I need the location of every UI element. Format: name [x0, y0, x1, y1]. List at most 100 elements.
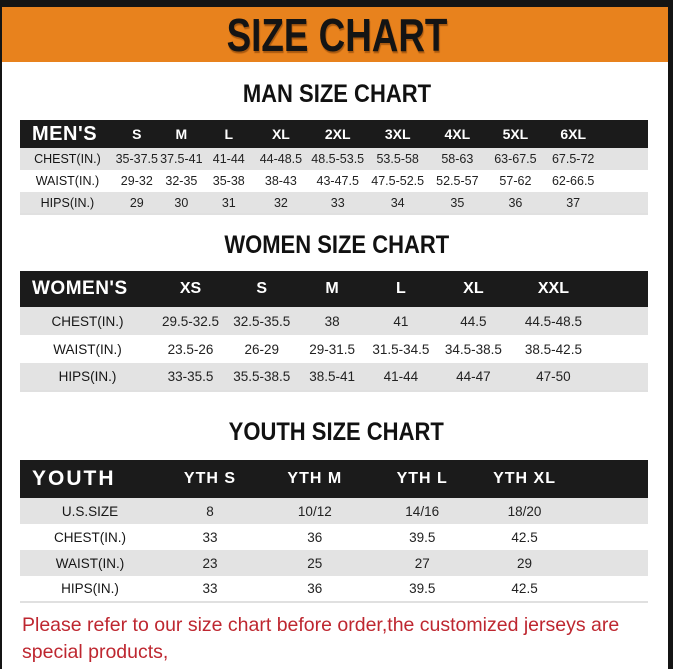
size-col-header: M [297, 271, 367, 307]
men-header-row: MEN'S S M L XL 2XL 3XL 4XL 5XL 6XL [20, 120, 648, 148]
women-corner-label: WOMEN'S [20, 271, 156, 307]
row-label: HIPS(IN.) [40, 195, 95, 210]
size-value-cell: 44.5-48.5 [524, 313, 582, 329]
size-col-header: XL [435, 271, 512, 307]
men-size-table: MEN'S S M L XL 2XL 3XL 4XL 5XL 6XL CHEST… [20, 120, 648, 215]
size-value-cell: 41-44 [383, 369, 419, 384]
size-value-cell: 42.5 [511, 529, 538, 545]
size-value-cell: 44-48.5 [259, 152, 303, 166]
men-corner-label: MEN'S [20, 120, 115, 148]
size-value-cell: 62-66.5 [551, 174, 595, 188]
size-col-header: L [366, 271, 436, 307]
spacer-cell [595, 335, 648, 363]
size-col-header: YTH L [369, 460, 475, 498]
spacer-cell [574, 460, 648, 498]
women-header-row: WOMEN'S XS S M L XL XXL [20, 271, 648, 307]
size-value-cell: 44-47 [456, 369, 491, 384]
size-col-header: XL [253, 120, 309, 148]
size-value-cell: 34.5-38.5 [444, 341, 502, 357]
spacer-cell [574, 576, 648, 602]
size-value-cell: 14/16 [405, 503, 440, 519]
size-value-cell: 32.5-35.5 [233, 313, 291, 329]
row-label: CHEST(IN.) [54, 529, 127, 545]
men-hips-row: HIPS(IN.) 29 30 31 32 33 34 35 36 37 [20, 192, 648, 214]
size-value-cell: 29-31.5 [309, 341, 355, 357]
women-section-heading: WOMEN SIZE CHART [224, 231, 449, 259]
row-label: WAIST(IN.) [35, 174, 100, 188]
size-col-header: XXL [511, 271, 596, 307]
size-value-cell: 35-37.5 [115, 152, 158, 166]
spacer-cell [574, 498, 648, 524]
size-col-header: XS [155, 271, 226, 307]
page-title: SIZE CHART [226, 8, 447, 61]
women-waist-row: WAIST(IN.) 23.5-26 26-29 29-31.5 31.5-34… [20, 335, 648, 363]
size-value-cell: 41 [393, 313, 409, 329]
size-value-cell: 36 [508, 195, 523, 210]
size-value-cell: 48.5-53.5 [311, 152, 365, 166]
size-value-cell: 26-29 [244, 341, 280, 357]
youth-corner-label: YOUTH [20, 460, 161, 498]
row-label: HIPS(IN.) [58, 369, 117, 384]
youth-size-table: YOUTH YTH S YTH M YTH L YTH XL U.S.SIZE … [20, 460, 648, 603]
men-waist-row: WAIST(IN.) 29-32 32-35 35-38 38-43 43-47… [20, 170, 648, 192]
footer-disclaimer: Please refer to our size chart before or… [22, 612, 673, 669]
size-value-cell: 33 [330, 195, 345, 210]
size-value-cell: 23.5-26 [167, 341, 214, 357]
size-value-cell: 29 [517, 555, 533, 571]
spacer-cell [602, 120, 648, 148]
size-value-cell: 35.5-38.5 [233, 369, 291, 384]
spacer-cell [602, 170, 648, 192]
size-col-header: L [203, 120, 254, 148]
left-border [0, 0, 2, 669]
youth-ussize-row: U.S.SIZE 8 10/12 14/16 18/20 [20, 498, 648, 524]
right-border [668, 0, 673, 669]
size-value-cell: 67.5-72 [551, 152, 595, 166]
spacer-cell [602, 148, 648, 170]
women-hips-row: HIPS(IN.) 33-35.5 35.5-38.5 38.5-41 41-4… [20, 363, 648, 391]
youth-waist-row: WAIST(IN.) 23 25 27 29 [20, 550, 648, 576]
size-col-header: S [114, 120, 159, 148]
women-chest-row: CHEST(IN.) 29.5-32.5 32.5-35.5 38 41 44.… [20, 307, 648, 335]
youth-chest-row: CHEST(IN.) 33 36 39.5 42.5 [20, 524, 648, 550]
size-value-cell: 31 [221, 195, 236, 210]
size-value-cell: 33-35.5 [167, 369, 214, 384]
spacer-cell [574, 550, 648, 576]
size-value-cell: 42.5 [511, 581, 538, 596]
size-value-cell: 38 [324, 313, 340, 329]
size-value-cell: 43-47.5 [316, 174, 359, 188]
size-col-header: YTH XL [474, 460, 575, 498]
size-value-cell: 33 [202, 529, 218, 545]
size-value-cell: 37.5-41 [160, 152, 203, 166]
size-value-cell: 31.5-34.5 [372, 341, 430, 357]
size-value-cell: 44.5 [460, 313, 487, 329]
size-col-header: M [158, 120, 204, 148]
size-value-cell: 23 [202, 555, 218, 571]
size-value-cell: 58-63 [441, 152, 474, 166]
youth-hips-row: HIPS(IN.) 33 36 39.5 42.5 [20, 576, 648, 602]
spacer-cell [574, 524, 648, 550]
spacer-cell [595, 271, 648, 307]
size-value-cell: 32-35 [165, 174, 198, 188]
size-value-cell: 18/20 [507, 503, 542, 519]
men-chest-row: CHEST(IN.) 35-37.5 37.5-41 41-44 44-48.5… [20, 148, 648, 170]
size-value-cell: 47-50 [536, 369, 571, 384]
size-value-cell: 39.5 [409, 529, 436, 545]
spacer-cell [595, 363, 648, 391]
size-value-cell: 34 [390, 195, 405, 210]
size-value-cell: 35 [450, 195, 465, 210]
size-value-cell: 38.5-42.5 [524, 341, 582, 357]
size-value-cell: 29 [129, 195, 144, 210]
size-value-cell: 39.5 [409, 581, 436, 596]
size-col-header: 5XL [486, 120, 545, 148]
size-value-cell: 25 [307, 555, 323, 571]
size-value-cell: 33 [202, 581, 218, 596]
size-value-cell: 32 [273, 195, 288, 210]
men-section-heading: MAN SIZE CHART [242, 80, 431, 108]
size-value-cell: 52.5-57 [436, 174, 479, 188]
size-value-cell: 36 [307, 581, 323, 596]
size-col-header: 3XL [367, 120, 429, 148]
size-col-header: S [225, 271, 298, 307]
size-value-cell: 36 [307, 529, 323, 545]
row-label: HIPS(IN.) [61, 581, 119, 596]
